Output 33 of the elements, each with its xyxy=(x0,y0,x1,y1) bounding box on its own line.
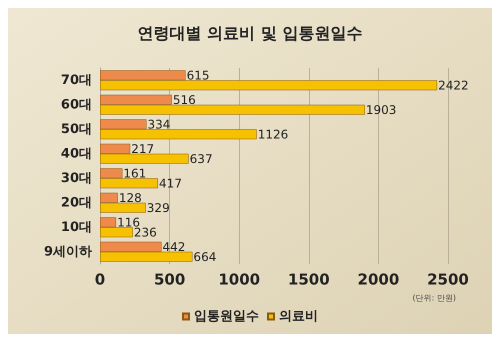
y-tick-label: 60대 xyxy=(60,97,92,112)
data-label: 2422 xyxy=(438,78,469,92)
x-tick-label: 1000 xyxy=(218,270,260,288)
legend-label: 입통원일수 xyxy=(194,309,259,324)
y-tick-label: 40대 xyxy=(60,146,92,162)
data-label: 128 xyxy=(118,190,142,205)
data-label: 442 xyxy=(162,240,186,254)
data-label: 329 xyxy=(146,200,170,215)
y-tick-label: 10대 xyxy=(60,220,92,235)
legend-label: 의료비 xyxy=(279,309,318,324)
data-label: 637 xyxy=(190,152,213,166)
data-label: 417 xyxy=(159,176,182,190)
data-label: 161 xyxy=(123,166,146,180)
x-tick-label: 2000 xyxy=(358,270,400,288)
y-tick-label: 70대 xyxy=(60,72,92,88)
chart-title: 연령대별 의료비 및 입통원일수 xyxy=(138,24,362,42)
x-tick-label: 500 xyxy=(154,270,186,288)
y-tick-label: 20대 xyxy=(60,195,92,210)
data-label: 217 xyxy=(131,142,154,156)
data-label: 1126 xyxy=(258,127,288,142)
y-tick-label: 50대 xyxy=(60,122,92,137)
x-tick-label: 0 xyxy=(94,270,106,288)
data-label: 516 xyxy=(172,92,196,107)
data-label: 664 xyxy=(193,250,216,264)
y-tick-label: 9세이하 xyxy=(44,244,92,260)
text: (단위: 만원) xyxy=(412,294,456,302)
x-tick-label: 2500 xyxy=(427,270,469,288)
x-tick-label: 1500 xyxy=(288,270,330,288)
data-label: 236 xyxy=(134,225,157,240)
data-label: 1903 xyxy=(366,102,396,117)
data-label: 334 xyxy=(147,117,170,132)
y-tick-label: 30대 xyxy=(60,170,92,186)
data-label: 615 xyxy=(186,68,210,82)
